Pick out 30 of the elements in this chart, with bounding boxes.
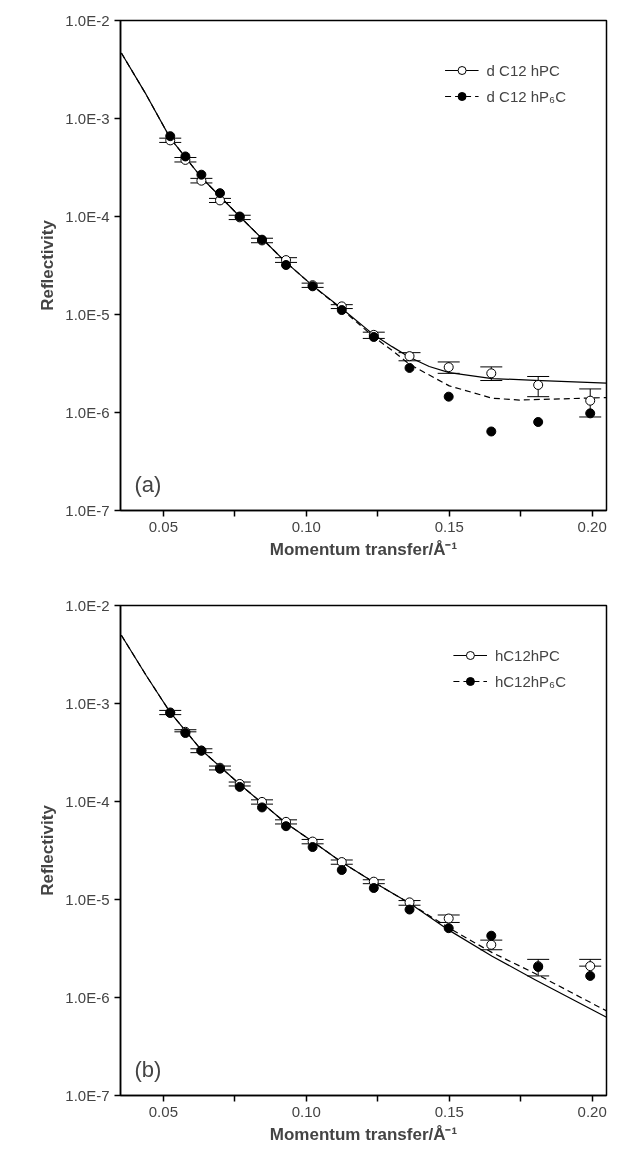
y-tick-label: 1.0E-2: [65, 597, 110, 614]
y-tick-label: 1.0E-4: [65, 208, 110, 225]
x-tick-label: 0.15: [434, 1102, 464, 1120]
y-axis-title: Reflectivity: [38, 804, 58, 896]
y-tick-label: 1.0E-6: [65, 404, 110, 421]
x-tick-label: 0.15: [434, 517, 464, 535]
y-tick-label: 1.0E-7: [65, 1087, 110, 1104]
x-tick-label: 0.10: [291, 1102, 321, 1120]
y-tick-label: 1.0E-5: [65, 306, 110, 323]
legend-label: hC12hP₆C: [494, 672, 566, 690]
annotation: (b): [134, 1056, 162, 1082]
x-tick-label: 0.05: [148, 1102, 178, 1120]
y-tick-label: 1.0E-5: [65, 891, 110, 908]
y-tick-label: 1.0E-6: [65, 989, 110, 1006]
legend-label: hC12hPC: [494, 646, 560, 664]
annotation: (a): [134, 471, 162, 497]
legend-label: d C12 hP₆C: [486, 87, 566, 105]
y-tick-label: 1.0E-7: [65, 502, 110, 519]
y-axis-title: Reflectivity: [38, 219, 58, 311]
legend-label: d C12 hPC: [486, 61, 560, 79]
x-tick-label: 0.10: [291, 517, 321, 535]
x-axis-title: Momentum transfer/Å⁻¹: [269, 539, 458, 559]
y-tick-label: 1.0E-2: [65, 12, 110, 29]
y-tick-label: 1.0E-3: [65, 695, 110, 712]
x-tick-label: 0.20: [577, 517, 607, 535]
x-axis-title: Momentum transfer/Å⁻¹: [269, 1124, 458, 1144]
y-tick-label: 1.0E-3: [65, 110, 110, 127]
x-tick-label: 0.20: [577, 1102, 607, 1120]
x-tick-label: 0.05: [148, 517, 178, 535]
y-tick-label: 1.0E-4: [65, 793, 110, 810]
